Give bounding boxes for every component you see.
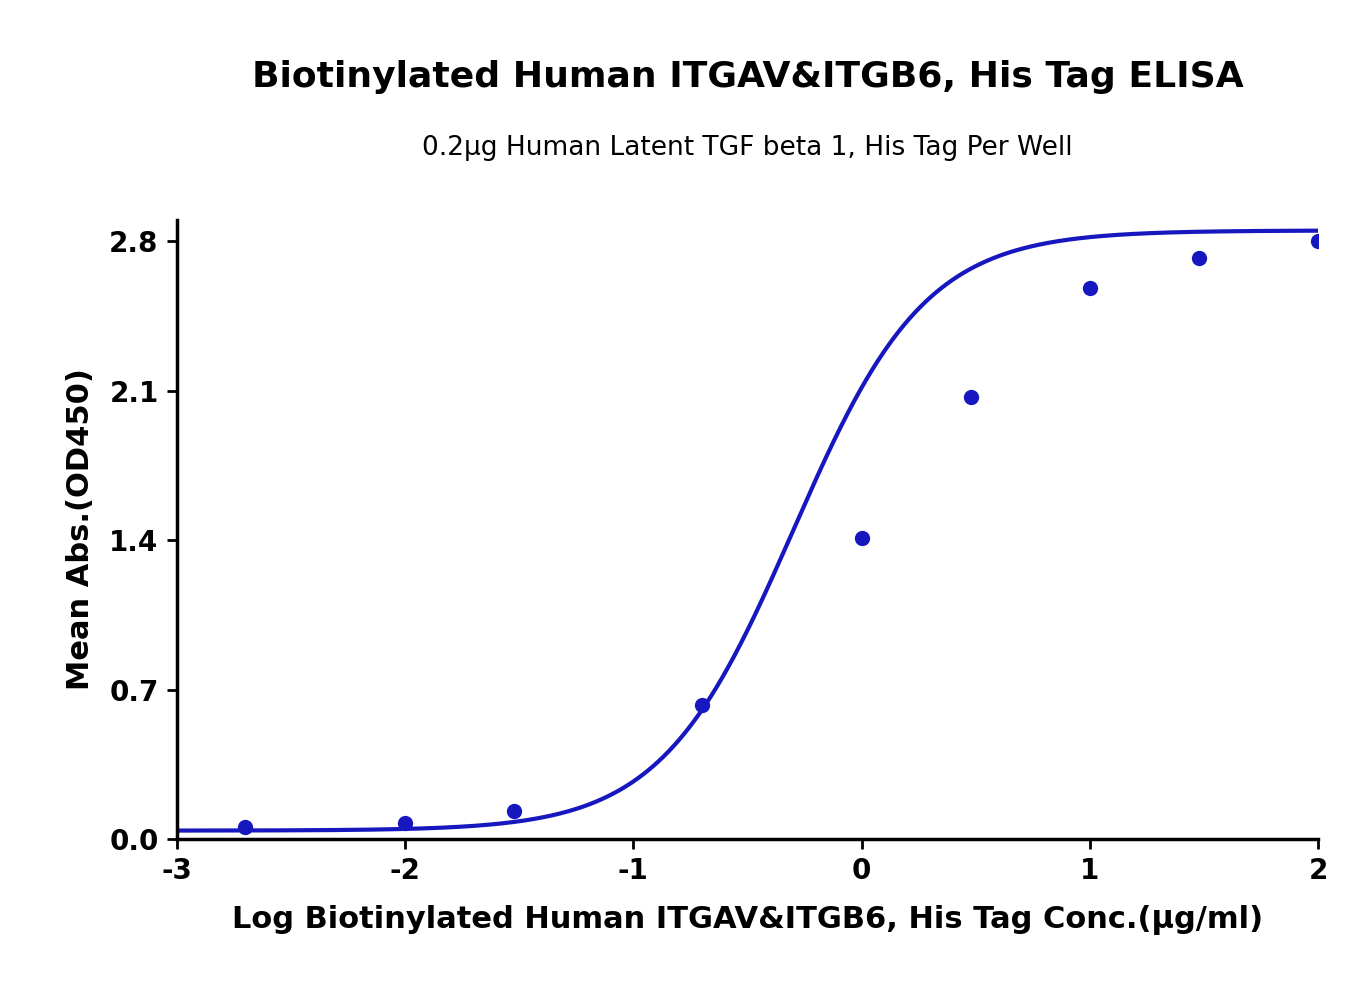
Text: Biotinylated Human ITGAV&ITGB6, His Tag ELISA: Biotinylated Human ITGAV&ITGB6, His Tag … xyxy=(251,60,1243,94)
X-axis label: Log Biotinylated Human ITGAV&ITGB6, His Tag Conc.(μg/ml): Log Biotinylated Human ITGAV&ITGB6, His … xyxy=(232,905,1263,935)
Text: 0.2μg Human Latent TGF beta 1, His Tag Per Well: 0.2μg Human Latent TGF beta 1, His Tag P… xyxy=(423,135,1072,161)
Y-axis label: Mean Abs.(OD450): Mean Abs.(OD450) xyxy=(67,369,95,690)
